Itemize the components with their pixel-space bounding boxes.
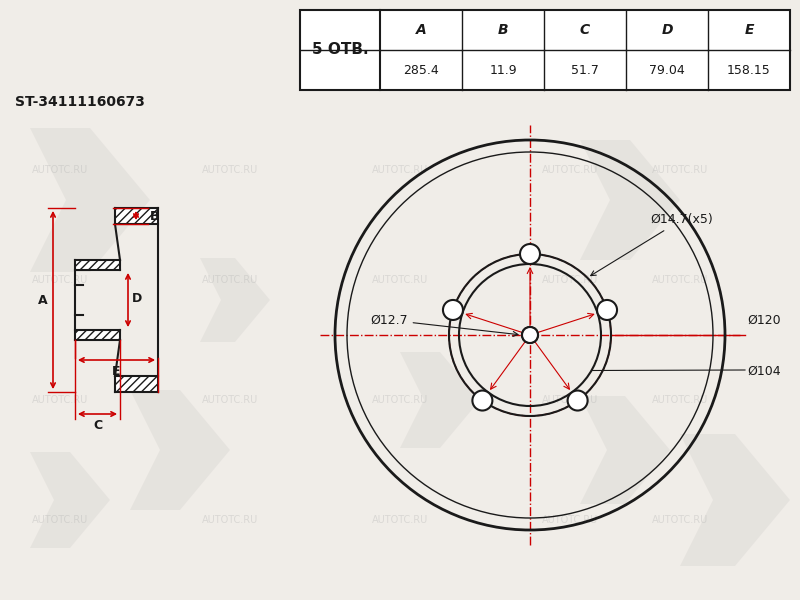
Text: AUTOTC.RU: AUTOTC.RU	[32, 275, 88, 285]
Text: 5 ОТВ.: 5 ОТВ.	[312, 43, 368, 58]
Text: AUTOTC.RU: AUTOTC.RU	[202, 165, 258, 175]
Text: E: E	[112, 365, 121, 378]
Text: AUTOTC.RU: AUTOTC.RU	[372, 165, 428, 175]
Text: Ø12.7: Ø12.7	[370, 313, 518, 337]
Circle shape	[752, 17, 772, 37]
Bar	[300, 10, 790, 90]
Text: AUTOTC.RU: AUTOTC.RU	[202, 515, 258, 525]
Bar	[75, 330, 120, 340]
Polygon shape	[680, 434, 790, 566]
Circle shape	[443, 300, 463, 320]
Text: ST-34111160673: ST-34111160673	[15, 95, 145, 109]
Bar	[115, 376, 158, 392]
Text: AUTOTC.RU: AUTOTC.RU	[32, 395, 88, 405]
Circle shape	[597, 300, 617, 320]
Text: AUTOTC.RU: AUTOTC.RU	[542, 275, 598, 285]
Text: AUTOTC.RU: AUTOTC.RU	[542, 395, 598, 405]
Polygon shape	[30, 128, 150, 272]
Text: AUTOTC.RU: AUTOTC.RU	[652, 395, 708, 405]
Text: Ø104: Ø104	[747, 365, 781, 378]
Polygon shape	[30, 452, 110, 548]
Text: 79.04: 79.04	[649, 64, 685, 76]
Text: AUTOTC.RU: AUTOTC.RU	[202, 395, 258, 405]
Text: AUTOTC.RU: AUTOTC.RU	[372, 395, 428, 405]
Text: E: E	[744, 23, 754, 37]
Text: A: A	[416, 23, 426, 37]
Polygon shape	[580, 140, 680, 260]
Text: TC: TC	[756, 22, 768, 31]
Text: 285.4: 285.4	[403, 64, 439, 76]
Bar	[75, 260, 120, 270]
Text: D: D	[662, 23, 673, 37]
Circle shape	[472, 391, 492, 410]
Text: AUTOTC.RU: AUTOTC.RU	[202, 275, 258, 285]
Text: Ø14.7(x5): Ø14.7(x5)	[590, 214, 713, 275]
Text: D: D	[132, 292, 142, 304]
Polygon shape	[130, 390, 230, 510]
Polygon shape	[200, 258, 270, 342]
Text: AUTOTC.RU: AUTOTC.RU	[372, 275, 428, 285]
Text: C: C	[93, 419, 102, 432]
Text: AUTOTC.RU: AUTOTC.RU	[32, 165, 88, 175]
Circle shape	[520, 244, 540, 264]
Text: AUTOTC.RU: AUTOTC.RU	[542, 165, 598, 175]
Text: AUTOTC.RU: AUTOTC.RU	[32, 515, 88, 525]
Text: A: A	[38, 293, 48, 307]
Text: AUTOTC.RU: AUTOTC.RU	[652, 515, 708, 525]
Text: B: B	[498, 23, 508, 37]
Text: 51.7: 51.7	[571, 64, 599, 76]
Text: 11.9: 11.9	[489, 64, 517, 76]
Polygon shape	[580, 396, 670, 504]
Text: AUTOTC.RU: AUTOTC.RU	[652, 165, 708, 175]
Text: www.AutoTC.ru: www.AutoTC.ru	[641, 22, 750, 35]
Circle shape	[568, 391, 588, 410]
Text: AUTOTC.RU: AUTOTC.RU	[652, 275, 708, 285]
Text: 158.15: 158.15	[727, 64, 771, 76]
Polygon shape	[400, 352, 480, 448]
Text: Ø120: Ø120	[747, 314, 781, 327]
Text: C: C	[580, 23, 590, 37]
Text: AUTOTC.RU: AUTOTC.RU	[372, 515, 428, 525]
Text: B: B	[150, 209, 159, 223]
Text: AUTOTC.RU: AUTOTC.RU	[542, 515, 598, 525]
Bar	[115, 208, 158, 224]
Circle shape	[522, 327, 538, 343]
